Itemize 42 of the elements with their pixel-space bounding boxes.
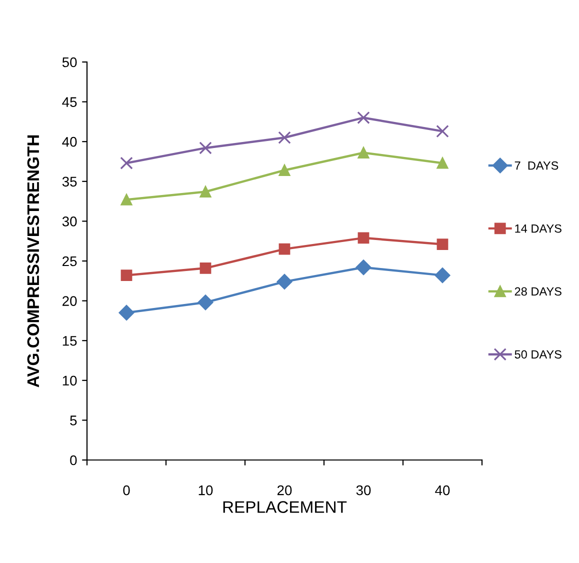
x-tick-label: 20 xyxy=(277,485,292,496)
y-tick-label: 50 xyxy=(62,57,77,68)
point xyxy=(120,194,132,206)
point xyxy=(436,124,449,138)
x-tick-label: 10 xyxy=(198,485,213,496)
y-tick-label: 15 xyxy=(62,336,77,346)
point xyxy=(358,147,370,158)
point xyxy=(199,142,212,154)
point xyxy=(120,270,132,282)
x-axis-title: REPLACEMENT xyxy=(223,501,347,513)
x-tick-label: 40 xyxy=(435,485,450,496)
point xyxy=(200,186,212,198)
y-tick-label: 35 xyxy=(62,176,77,187)
y-tick-label: 25 xyxy=(62,256,77,266)
y-axis-title: AVG.COMPRESSIVESTRENGTH xyxy=(27,135,40,388)
point xyxy=(118,305,134,320)
point xyxy=(278,243,290,255)
y-tick-label: 0 xyxy=(70,455,77,466)
y-tick-label: 30 xyxy=(62,216,77,226)
point xyxy=(278,131,291,144)
point xyxy=(198,294,214,310)
point xyxy=(436,157,448,169)
point xyxy=(434,268,450,284)
y-tick-label: 10 xyxy=(62,376,77,386)
point xyxy=(200,262,212,274)
y-tick-label: 5 xyxy=(70,416,77,426)
y-tick-label: 20 xyxy=(62,296,77,306)
x-tick-label: 30 xyxy=(356,485,371,496)
y-tick-label: 40 xyxy=(62,136,77,147)
legend-label: 28 DAYS xyxy=(514,287,562,296)
point xyxy=(357,111,370,124)
point xyxy=(358,232,370,244)
legend-label: 14 DAYS xyxy=(515,224,562,233)
y-tick-label: 45 xyxy=(62,97,77,107)
x-tick-label: 0 xyxy=(123,485,130,496)
legend-label: 50 DAYS xyxy=(514,350,562,359)
point xyxy=(356,260,372,276)
legend-label: 7 DAYS xyxy=(514,161,558,170)
point xyxy=(120,156,133,170)
point xyxy=(436,238,448,250)
point xyxy=(278,164,290,176)
point xyxy=(276,274,292,290)
